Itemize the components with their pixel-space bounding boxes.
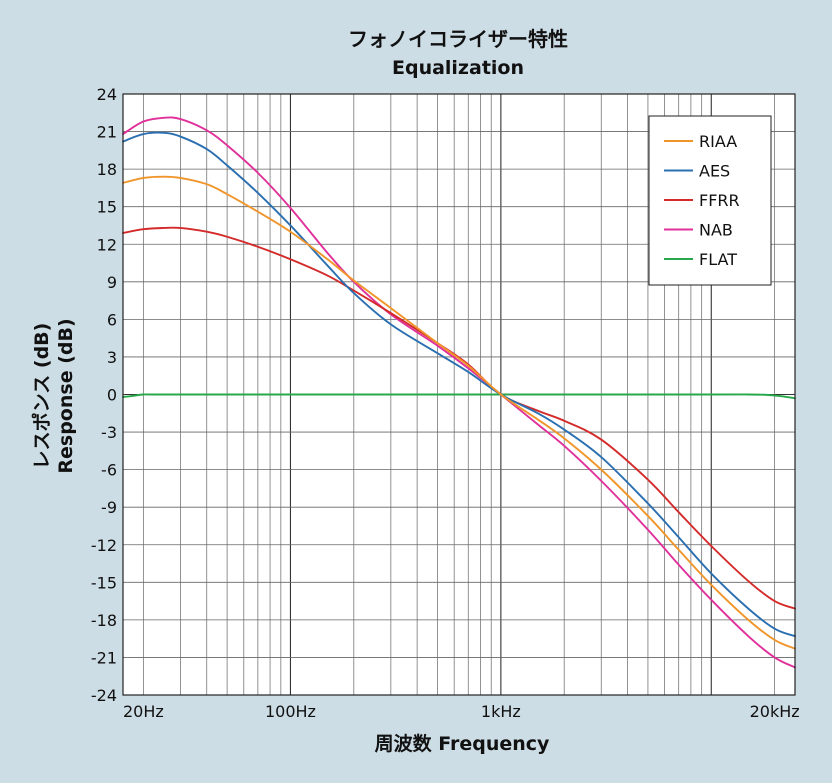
x-tick-label: 20Hz	[123, 702, 164, 721]
y-tick-label: 24	[97, 85, 117, 104]
x-tick-label: 1kHz	[481, 702, 521, 721]
legend-label-nab: NAB	[699, 221, 733, 240]
y-tick-labels: 24 21 18 15 12 9 6 3 0 -3 -6 -9 -12 -15 -18 -21 -24	[91, 85, 117, 705]
y-tick-label: 6	[107, 310, 117, 329]
y-tick-label: 21	[97, 123, 117, 142]
x-tick-label: 100Hz	[265, 702, 316, 721]
y-tick-label: -6	[101, 461, 117, 480]
legend-label-aes: AES	[699, 162, 730, 181]
chart-title: フォノイコライザー特性	[348, 27, 568, 51]
x-tick-labels: 20Hz 100Hz 1kHz 20kHz	[123, 702, 800, 721]
series-line-nab	[122, 116, 796, 669]
legend: RIAA AES FFRR NAB FLAT	[648, 115, 772, 286]
series-line-riaa	[122, 175, 796, 650]
x-axis-title: 周波数 Frequency	[375, 732, 550, 755]
y-tick-label: -3	[101, 423, 117, 442]
y-tick-label: -15	[91, 573, 117, 592]
legend-label-riaa: RIAA	[699, 132, 737, 151]
plot-border	[122, 93, 796, 696]
legend-label-flat: FLAT	[699, 250, 737, 269]
series-line-flat	[122, 393, 796, 400]
y-axis-title-en: Response (dB)	[55, 318, 77, 473]
series-lines	[122, 116, 796, 669]
y-axis-title-jp: レスポンス (dB)	[30, 323, 53, 470]
x-tick-label: 20kHz	[750, 702, 800, 721]
y-tick-label: 15	[97, 198, 117, 217]
y-tick-label: -21	[91, 648, 117, 667]
y-tick-label: -18	[91, 611, 117, 630]
legend-label-ffrr: FFRR	[699, 191, 740, 210]
y-tick-label: -12	[91, 536, 117, 555]
series-line-aes	[122, 131, 796, 638]
y-tick-label: 9	[107, 273, 117, 292]
y-tick-label: -9	[101, 498, 117, 517]
y-tick-label: 18	[97, 160, 117, 179]
y-tick-label: 0	[107, 386, 117, 405]
y-tick-label: -24	[91, 686, 117, 705]
y-tick-label: 12	[97, 235, 117, 254]
chart-subtitle: Equalization	[392, 57, 524, 79]
y-tick-label: 3	[107, 348, 117, 367]
